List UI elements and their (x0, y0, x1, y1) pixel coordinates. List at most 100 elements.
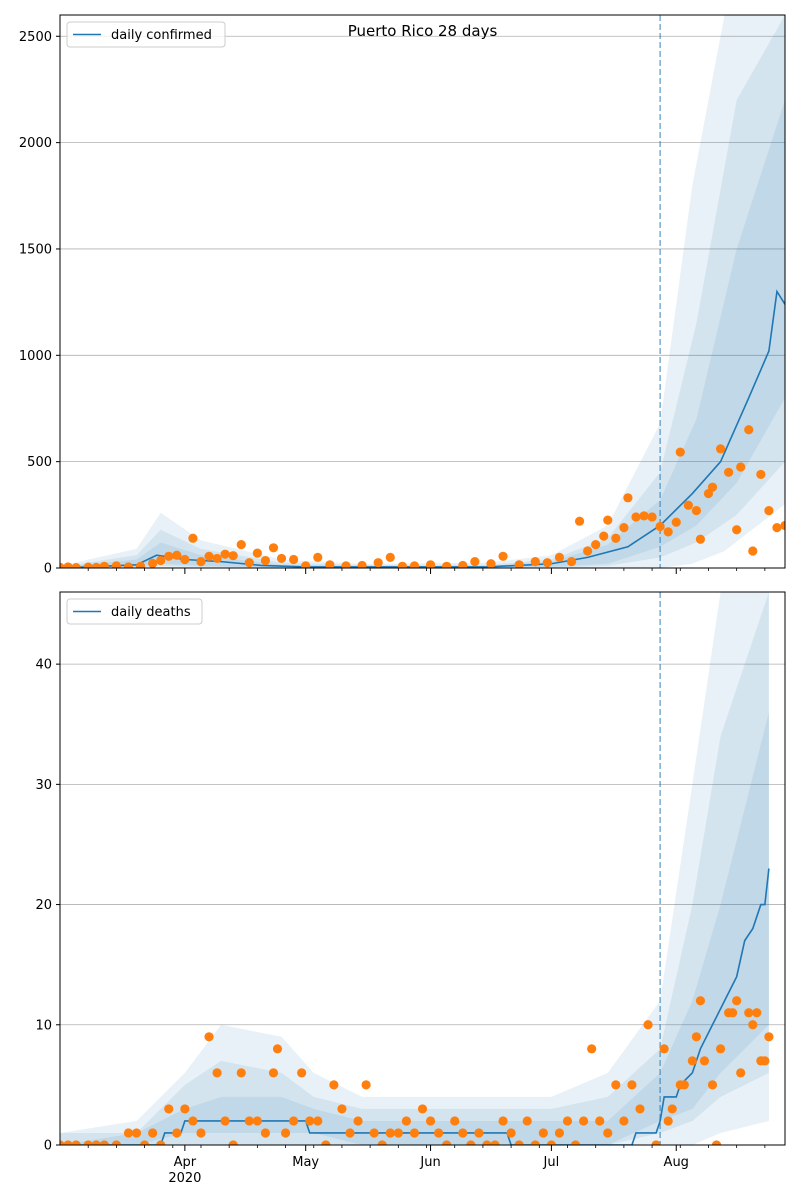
x-tick-label: Aug (664, 1155, 689, 1170)
data-point (498, 551, 508, 561)
data-point (554, 1128, 565, 1138)
data-point (542, 558, 552, 568)
y-tick-label: 500 (27, 455, 52, 470)
data-point (514, 560, 524, 568)
uncertainty-band-2 (60, 15, 785, 568)
data-point (752, 1008, 762, 1018)
data-point (587, 1044, 597, 1054)
data-point (611, 533, 621, 543)
data-point (732, 525, 742, 535)
x-tick-label: May (292, 1155, 319, 1170)
observation-points (60, 425, 785, 568)
plot-frame (59, 14, 786, 569)
data-point (148, 558, 158, 568)
data-point (204, 1032, 214, 1042)
y-tick-label: 0 (44, 1139, 52, 1154)
data-point (458, 1128, 468, 1138)
data-point (289, 1116, 299, 1126)
data-point (272, 1044, 283, 1054)
data-point (756, 469, 766, 480)
data-point (498, 1116, 508, 1126)
data-point (123, 562, 134, 568)
data-point (393, 1128, 403, 1138)
data-point (595, 1116, 605, 1126)
data-point (442, 561, 452, 568)
data-point (401, 1116, 411, 1126)
data-point (631, 512, 641, 522)
data-point (603, 515, 613, 525)
data-point (417, 1104, 428, 1114)
uncertainty-bands (60, 15, 785, 568)
y-tick-label: 1000 (19, 349, 52, 364)
data-point (655, 521, 665, 532)
data-point (490, 1140, 500, 1145)
data-point (506, 1128, 516, 1138)
data-point (385, 1128, 395, 1138)
x-tick-label: Jul (543, 1155, 560, 1170)
legend-label: daily deaths (111, 605, 191, 620)
data-point (671, 517, 681, 527)
data-point (276, 553, 287, 564)
data-point (764, 1032, 774, 1042)
data-point (554, 552, 565, 562)
data-point (99, 1140, 109, 1145)
data-point (301, 561, 311, 568)
data-point (514, 1140, 524, 1145)
data-point (252, 548, 262, 558)
data-point (289, 554, 299, 565)
data-point (188, 533, 198, 543)
data-point (280, 1128, 291, 1138)
data-point (482, 1140, 492, 1145)
daily-confirmed-panel: 0 500 1000 1500 2000 2500 Puerto Rico 28 days d… (19, 14, 786, 577)
data-point (148, 1128, 158, 1138)
data-point (486, 559, 496, 568)
data-point (695, 996, 706, 1006)
data-point (728, 1008, 738, 1018)
data-point (466, 1140, 476, 1145)
data-point (744, 1008, 754, 1018)
legend: daily confirmed (66, 21, 226, 48)
data-point (711, 1140, 722, 1145)
data-point (707, 1080, 718, 1090)
data-point (562, 1116, 573, 1126)
data-point (164, 1104, 174, 1114)
data-point (111, 1140, 121, 1145)
data-point (434, 1128, 444, 1138)
data-point (707, 482, 718, 492)
data-point (772, 522, 782, 533)
x-tick-year-label: 2020 (168, 1171, 201, 1186)
data-point (220, 1116, 230, 1126)
data-point (297, 1068, 307, 1078)
data-point (619, 1116, 629, 1126)
data-point (619, 522, 629, 533)
data-point (458, 560, 468, 568)
data-point (236, 1068, 246, 1078)
data-point (252, 1116, 262, 1126)
data-point (196, 1128, 206, 1138)
y-tick-label: 0 (44, 562, 52, 577)
data-point (470, 557, 480, 567)
data-point (530, 557, 540, 567)
data-point (450, 1116, 460, 1126)
data-point (63, 1140, 73, 1145)
data-point (172, 550, 182, 560)
data-point (691, 1032, 701, 1042)
data-point (305, 1116, 315, 1126)
data-point (156, 1140, 166, 1145)
data-point (204, 551, 214, 561)
data-point (212, 1068, 222, 1078)
fit-line (60, 868, 770, 1145)
x-tick-label: Jun (419, 1155, 440, 1170)
data-point (695, 534, 706, 544)
data-point (732, 996, 742, 1006)
data-point (691, 505, 701, 516)
data-point (748, 546, 758, 556)
data-point (212, 553, 222, 564)
data-point (91, 1140, 101, 1145)
uncertainty-band-1 (60, 592, 769, 1145)
data-point (345, 1128, 355, 1138)
data-point (474, 1128, 484, 1138)
data-point (530, 1140, 540, 1145)
data-point (91, 562, 101, 568)
